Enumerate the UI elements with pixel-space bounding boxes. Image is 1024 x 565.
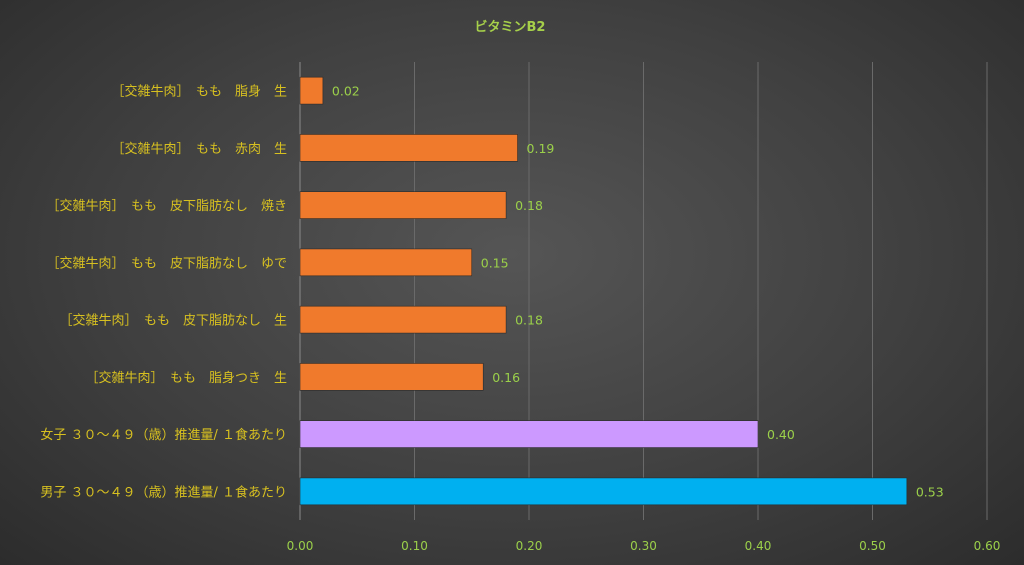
data-label: 0.02 xyxy=(332,84,360,99)
bar xyxy=(299,191,507,219)
x-tick-label: 0.60 xyxy=(974,539,1001,553)
x-tick-label: 0.00 xyxy=(287,539,314,553)
category-label: ［交雑牛肉］ もも 脂身つき 生 xyxy=(85,370,287,386)
data-label: 0.18 xyxy=(515,198,543,213)
bars: 0.02 0.19 0.18 0.15 0.18 0.16 0.40 0.53 xyxy=(299,76,944,506)
bar xyxy=(299,363,484,391)
category-label: ［交雑牛肉］ もも 皮下脂肪なし ゆで xyxy=(46,255,287,271)
bar xyxy=(299,305,507,334)
category-label: ［交雑牛肉］ もも 赤肉 生 xyxy=(111,141,287,157)
chart-title: ビタミンB2 xyxy=(475,19,546,35)
bar xyxy=(299,134,518,162)
x-tick-label: 0.40 xyxy=(745,539,772,553)
bar xyxy=(299,477,908,506)
category-label: ［交雑牛肉］ もも 脂身 生 xyxy=(111,84,287,100)
data-label: 0.15 xyxy=(481,255,509,270)
bar xyxy=(299,248,473,277)
x-tick-label: 0.30 xyxy=(630,539,657,553)
category-label: ［交雑牛肉］ もも 皮下脂肪なし 焼き xyxy=(46,198,287,214)
x-tick-label: 0.10 xyxy=(401,539,428,553)
x-tick-label: 0.50 xyxy=(859,539,886,553)
x-tick-label: 0.20 xyxy=(516,539,543,553)
category-label: ［交雑牛肉］ もも 皮下脂肪なし 生 xyxy=(59,313,287,329)
data-label: 0.16 xyxy=(492,370,520,385)
category-label: 女子 ３０～４９（歳）推進量/ １食あたり xyxy=(40,427,287,443)
bar xyxy=(299,76,324,105)
data-label: 0.40 xyxy=(767,427,795,442)
category-label: 男子 ３０～４９（歳）推進量/ １食あたり xyxy=(40,484,287,500)
x-axis-ticks: 0.00 0.10 0.20 0.30 0.40 0.50 0.60 xyxy=(287,539,1001,553)
bar xyxy=(299,420,759,448)
data-label: 0.18 xyxy=(515,313,543,328)
category-labels: ［交雑牛肉］ もも 脂身 生 ［交雑牛肉］ もも 赤肉 生 ［交雑牛肉］ もも 皮下… xyxy=(40,84,287,501)
gridlines xyxy=(299,62,988,520)
data-label: 0.53 xyxy=(916,484,944,499)
data-label: 0.19 xyxy=(527,141,555,156)
